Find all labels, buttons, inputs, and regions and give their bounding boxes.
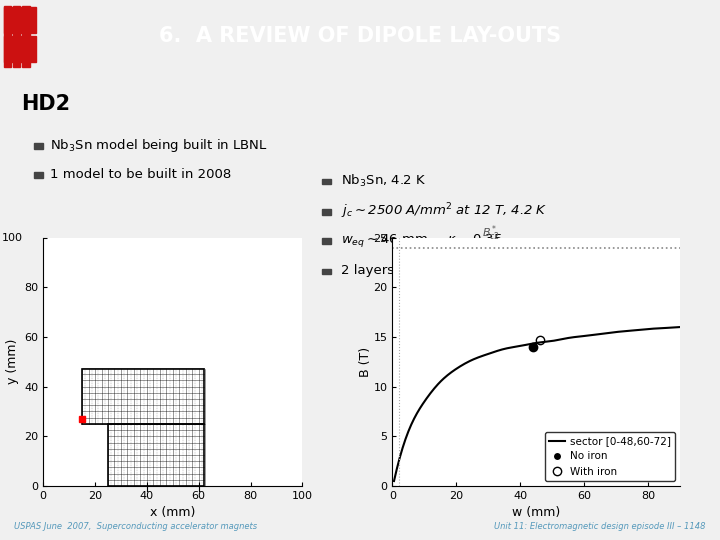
Bar	[82, 369, 204, 424]
Text: 2 layers, racetrack, no grading: 2 layers, racetrack, no grading	[341, 264, 546, 277]
Bar	[22, 6, 30, 67]
Bar	[322, 209, 331, 214]
Bar	[4, 6, 11, 67]
Bar	[13, 6, 20, 67]
Text: Nb$_3$Sn model being built in LBNL: Nb$_3$Sn model being built in LBNL	[50, 137, 269, 154]
Text: 100: 100	[1, 233, 22, 242]
Bar	[4, 7, 36, 33]
Text: 6.  A REVIEW OF DIPOLE LAY-OUTS: 6. A REVIEW OF DIPOLE LAY-OUTS	[159, 26, 561, 46]
Bar	[322, 268, 331, 274]
X-axis label: w (mm): w (mm)	[512, 507, 561, 519]
Bar	[322, 238, 331, 244]
Text: USPAS June  2007,  Superconducting accelerator magnets: USPAS June 2007, Superconducting acceler…	[14, 522, 258, 531]
Y-axis label: y (mm): y (mm)	[6, 339, 19, 384]
Text: HD2: HD2	[22, 94, 71, 114]
Text: 1 model to be built in 2008: 1 model to be built in 2008	[50, 168, 232, 181]
Text: Nb$_3$Sn, 4.2 K: Nb$_3$Sn, 4.2 K	[341, 173, 426, 189]
Bar	[322, 179, 331, 184]
Bar	[108, 424, 204, 486]
Text: $w_{eq}$$\sim$46 mm     $\kappa$$\sim$0.35: $w_{eq}$$\sim$46 mm $\kappa$$\sim$0.35	[341, 232, 502, 249]
Y-axis label: B (T): B (T)	[359, 347, 372, 377]
Bar	[4, 36, 36, 62]
Legend: sector [0-48,60-72], No iron, With iron: sector [0-48,60-72], No iron, With iron	[545, 432, 675, 481]
Bar	[34, 143, 43, 149]
Text: $j_c$$\sim$2500 A/mm$^2$ at 12 T, 4.2 K: $j_c$$\sim$2500 A/mm$^2$ at 12 T, 4.2 K	[341, 201, 547, 221]
Text: Unit 11: Electromagnetic design episode III – 1148: Unit 11: Electromagnetic design episode …	[494, 522, 706, 531]
Bar	[34, 172, 43, 178]
Text: $B^*_{c2}$: $B^*_{c2}$	[482, 223, 500, 242]
X-axis label: x (mm): x (mm)	[150, 507, 196, 519]
